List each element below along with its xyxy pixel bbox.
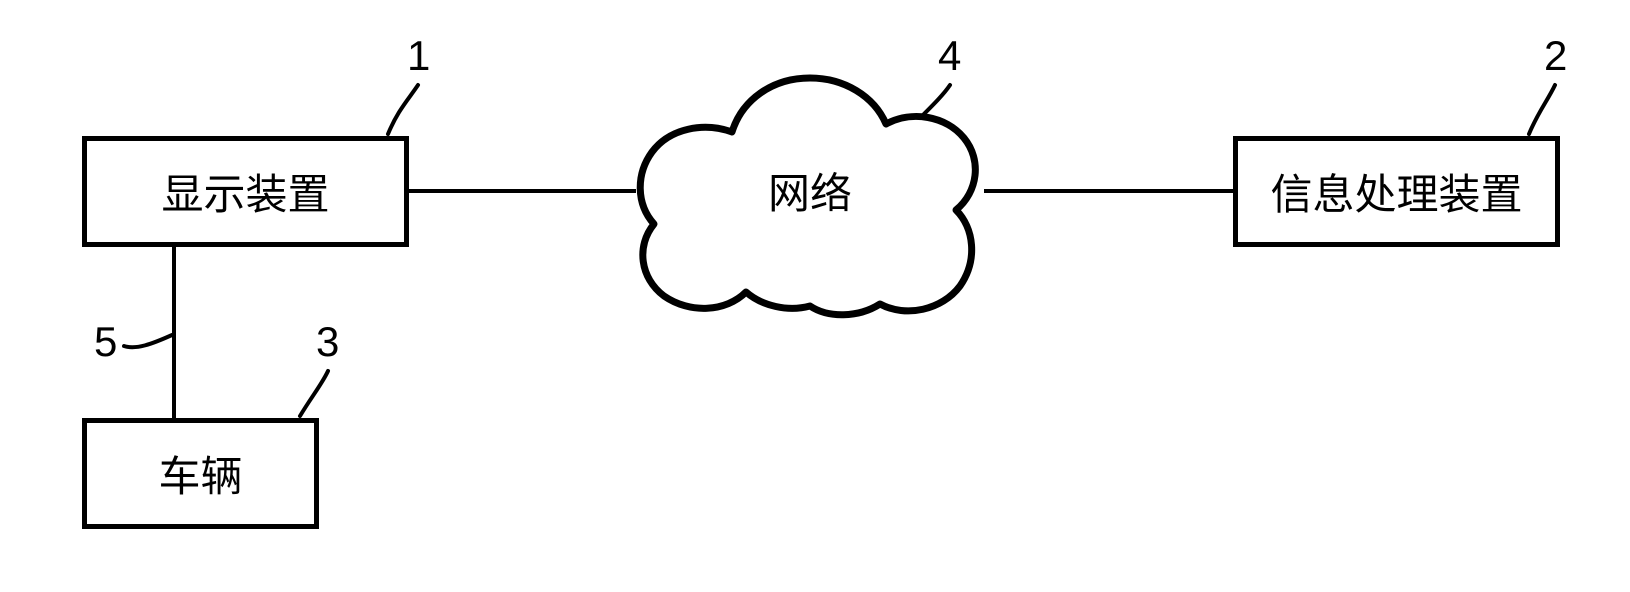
leader-4 bbox=[922, 85, 950, 116]
node-vehicle-label: 车辆 bbox=[158, 443, 242, 504]
leader-2 bbox=[1529, 85, 1555, 134]
leader-3 bbox=[300, 371, 328, 416]
node-info-label: 信息处理装置 bbox=[1270, 161, 1522, 222]
node-network-label-wrap: 网络 bbox=[710, 160, 910, 220]
ref-label-2: 2 bbox=[1544, 32, 1567, 80]
leader-5 bbox=[124, 335, 172, 347]
node-info-processing-device: 信息处理装置 bbox=[1233, 136, 1560, 247]
ref-label-1: 1 bbox=[407, 32, 430, 80]
node-network-label: 网络 bbox=[768, 160, 852, 221]
leader-1 bbox=[388, 85, 418, 134]
ref-label-5: 5 bbox=[94, 318, 117, 366]
ref-label-4: 4 bbox=[938, 32, 961, 80]
reference-leaders bbox=[124, 85, 1555, 416]
ref-label-3: 3 bbox=[316, 318, 339, 366]
node-display-label: 显示装置 bbox=[161, 161, 329, 222]
node-display-device: 显示装置 bbox=[82, 136, 409, 247]
node-vehicle: 车辆 bbox=[82, 418, 319, 529]
